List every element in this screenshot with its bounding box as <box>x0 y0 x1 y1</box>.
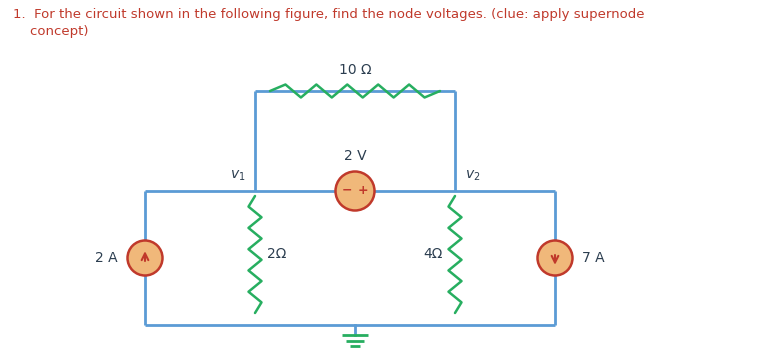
Circle shape <box>538 241 572 276</box>
Text: 2Ω: 2Ω <box>267 248 286 261</box>
Text: +: + <box>357 184 368 196</box>
Text: 10 Ω: 10 Ω <box>339 63 371 77</box>
Circle shape <box>336 171 375 211</box>
Text: $v_2$: $v_2$ <box>465 168 480 183</box>
Circle shape <box>128 241 162 276</box>
Text: 7 A: 7 A <box>582 251 605 265</box>
Text: 2 A: 2 A <box>95 251 118 265</box>
Text: −: − <box>341 184 352 196</box>
Text: 1.  For the circuit shown in the following figure, find the node voltages. (clue: 1. For the circuit shown in the followin… <box>13 8 644 21</box>
Text: 4Ω: 4Ω <box>424 248 443 261</box>
Text: concept): concept) <box>13 25 89 38</box>
Text: $v_1$: $v_1$ <box>230 168 245 183</box>
Text: 2 V: 2 V <box>343 148 366 163</box>
